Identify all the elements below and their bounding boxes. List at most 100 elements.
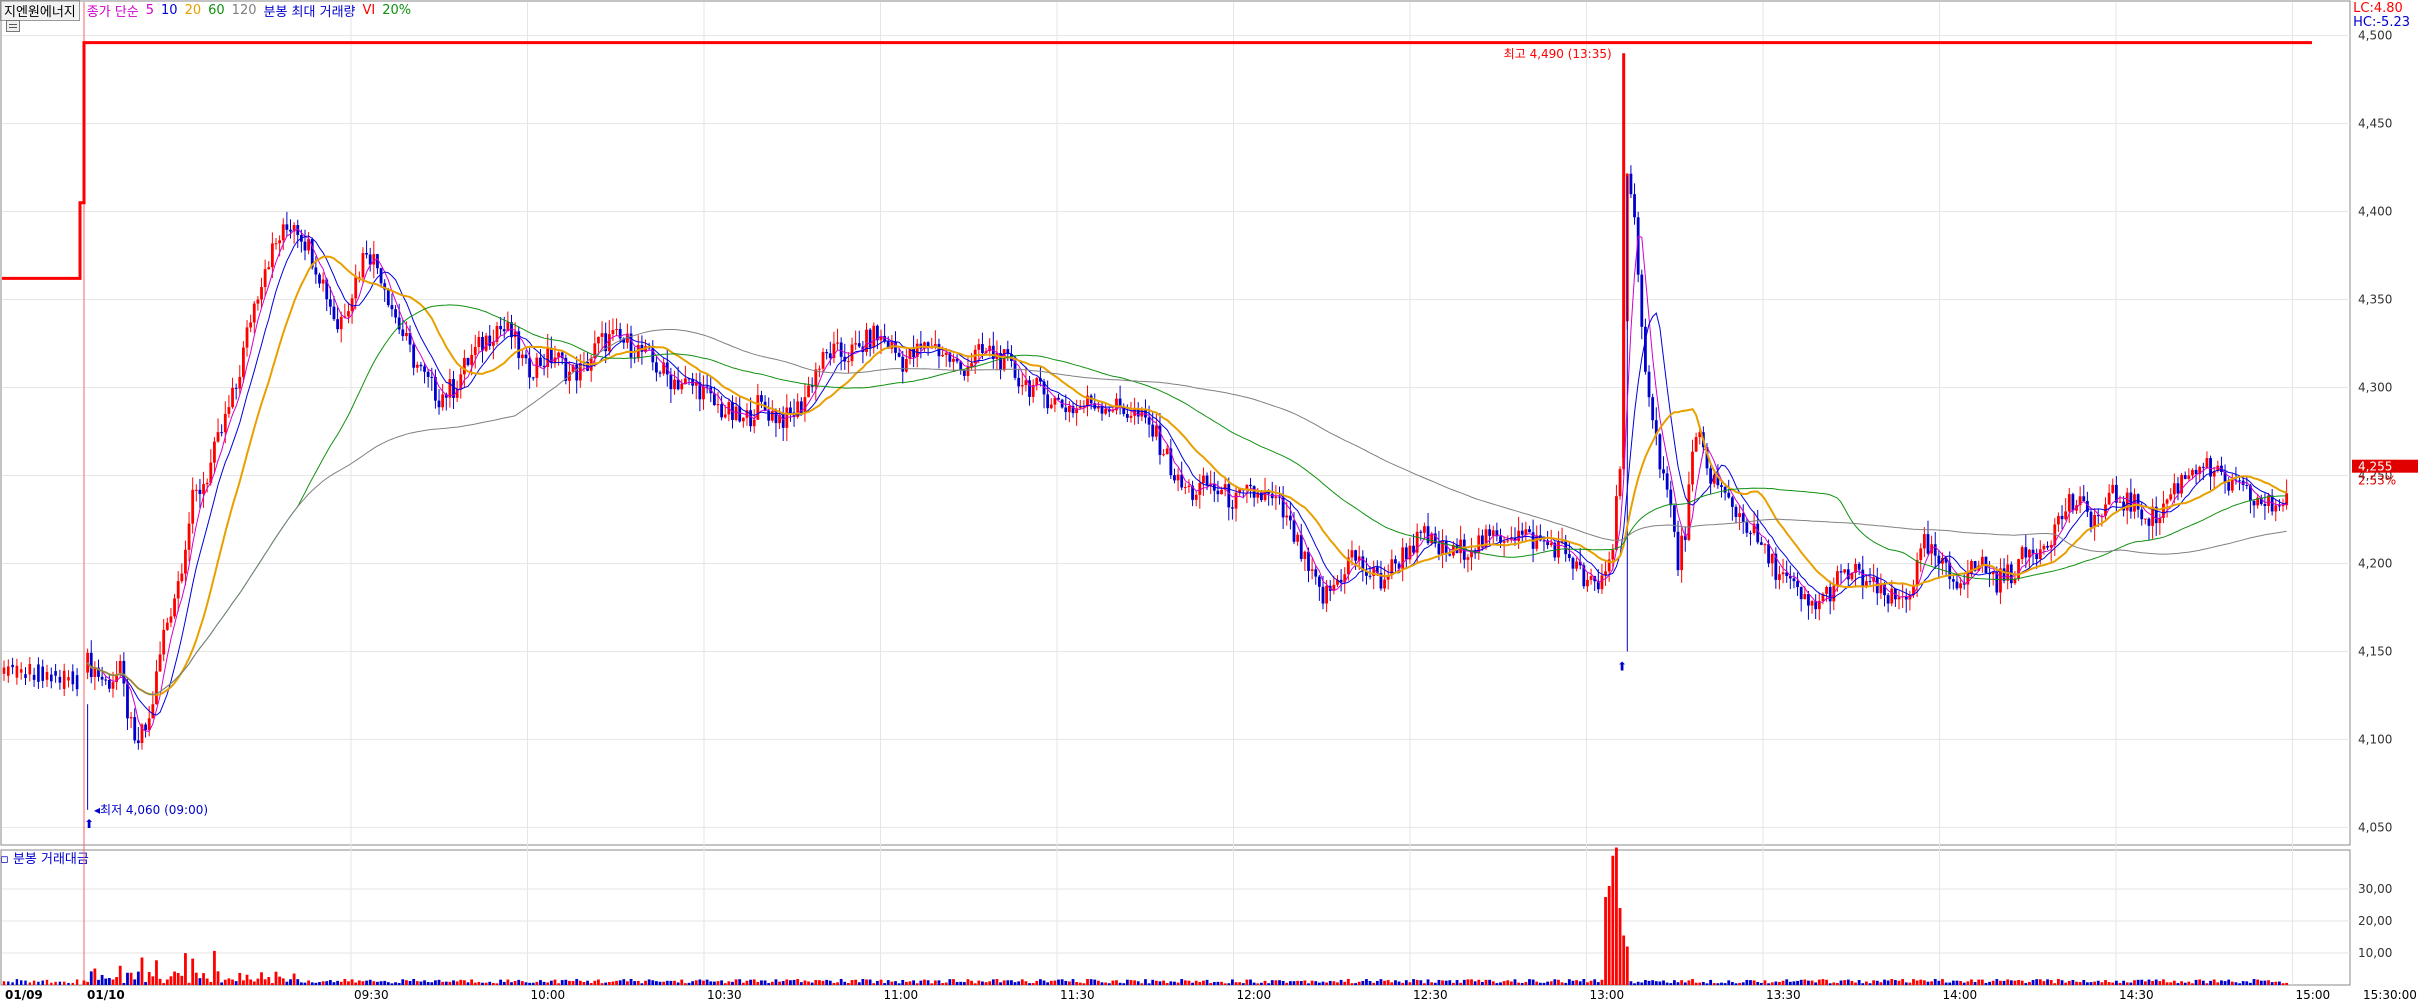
volume-bar: [1462, 979, 1466, 985]
volume-bar: [952, 979, 955, 985]
candle-body: [1227, 484, 1231, 508]
candle-body: [2245, 485, 2249, 487]
volume-bar: [162, 983, 166, 985]
candle-body: [151, 704, 155, 719]
x-tick-label: 09:30: [354, 988, 389, 1002]
candle-body: [2020, 547, 2024, 560]
volume-bar: [937, 980, 941, 985]
candle-body: [712, 393, 716, 406]
volume-bar: [1013, 982, 1017, 985]
candle-body: [702, 386, 705, 400]
volume-bar: [908, 981, 912, 985]
candle-body: [361, 252, 365, 278]
candle-body: [1394, 559, 1397, 564]
volume-bar: [2172, 980, 2176, 985]
candle-body: [1198, 483, 1202, 495]
volume-bar: [2267, 980, 2270, 985]
candle-body: [2187, 475, 2191, 479]
candle-body: [281, 224, 285, 241]
candle-body: [162, 629, 166, 655]
candle-body: [2270, 495, 2274, 512]
candle-body: [1444, 540, 1448, 555]
volume-bar: [1368, 981, 1372, 985]
volume-bar: [2089, 982, 2093, 985]
candle-body: [875, 325, 879, 341]
candle-body: [415, 364, 419, 368]
volume-bar: [2194, 979, 2198, 985]
ma20-line: [86, 255, 2287, 696]
candle-body: [520, 354, 524, 359]
candle-body: [434, 376, 437, 401]
candle-body: [437, 400, 441, 408]
candle-body: [1647, 371, 1651, 398]
volume-bar: [1234, 982, 1238, 985]
volume-bar: [165, 979, 169, 985]
candle-body: [1057, 397, 1060, 400]
candle-body: [198, 489, 202, 494]
volume-bar: [781, 981, 785, 985]
candle-body: [1086, 395, 1089, 407]
candle-body: [1390, 559, 1394, 576]
candle-body: [1285, 515, 1289, 518]
y-tick-label: 4,500: [2358, 29, 2392, 43]
candle-body: [524, 354, 528, 359]
candle-body: [600, 333, 604, 337]
candle-body: [1129, 415, 1133, 418]
volume-bar: [1176, 982, 1180, 985]
candle-body: [2089, 511, 2093, 528]
candle-body: [1281, 497, 1285, 518]
candle-body: [176, 581, 180, 599]
candle-body: [1933, 544, 1937, 556]
candle-body: [1966, 573, 1970, 585]
volume-bar: [452, 980, 455, 985]
volume-bar: [1459, 982, 1463, 985]
volume-bar: [245, 974, 249, 985]
volume-bar: [1774, 981, 1778, 985]
volume-bar: [2256, 979, 2260, 985]
candle-body: [1325, 585, 1329, 604]
volume-bar: [430, 982, 434, 985]
volume-bar: [926, 980, 930, 985]
volume-bar: [147, 972, 151, 985]
volume-bar: [2107, 982, 2111, 985]
candle-body: [2230, 479, 2234, 491]
volume-panel-frame: [0, 849, 2351, 986]
candle-body: [622, 338, 626, 343]
candle-body: [513, 331, 517, 338]
candle-body: [1140, 410, 1144, 417]
volume-bar: [223, 979, 227, 985]
candle-body: [365, 252, 368, 255]
volume-bar: [814, 980, 818, 985]
candle-body: [2285, 493, 2289, 506]
candle-body: [1470, 550, 1473, 558]
volume-bar: [2176, 983, 2180, 985]
volume-bar: [1836, 982, 1839, 985]
candle-body: [2125, 492, 2129, 511]
stock-name[interactable]: 지엔원에너지: [0, 0, 80, 21]
candle-body: [2154, 506, 2158, 524]
volume-bar: [2136, 979, 2140, 985]
candle-body: [1854, 563, 1857, 573]
volume-bar: [1375, 980, 1379, 985]
candle-body: [249, 322, 253, 328]
volume-bar: [136, 971, 140, 985]
candle-body: [2031, 549, 2035, 555]
candle-body: [32, 674, 36, 680]
chart-legend: 지엔원에너지 종가 단순 5 10 20 60 120 분봉 최대 거래량 VI…: [0, 0, 418, 21]
candle-body: [2227, 481, 2231, 491]
candle-body: [1256, 492, 1260, 498]
candle-body: [1426, 526, 1430, 544]
candle-body: [1857, 563, 1861, 570]
candle-body: [1520, 530, 1524, 535]
volume-bar: [274, 971, 278, 985]
candle-body: [1644, 326, 1647, 372]
candle-body: [252, 303, 256, 323]
volume-bar: [1028, 983, 1031, 985]
volume-bar: [2285, 982, 2289, 985]
volume-bar: [1118, 982, 1122, 985]
menu-icon[interactable]: [6, 20, 20, 32]
candle-body: [2133, 494, 2136, 512]
volume-bar: [2169, 982, 2173, 985]
volume-bar: [1086, 978, 1089, 985]
candle-body: [1234, 492, 1238, 509]
